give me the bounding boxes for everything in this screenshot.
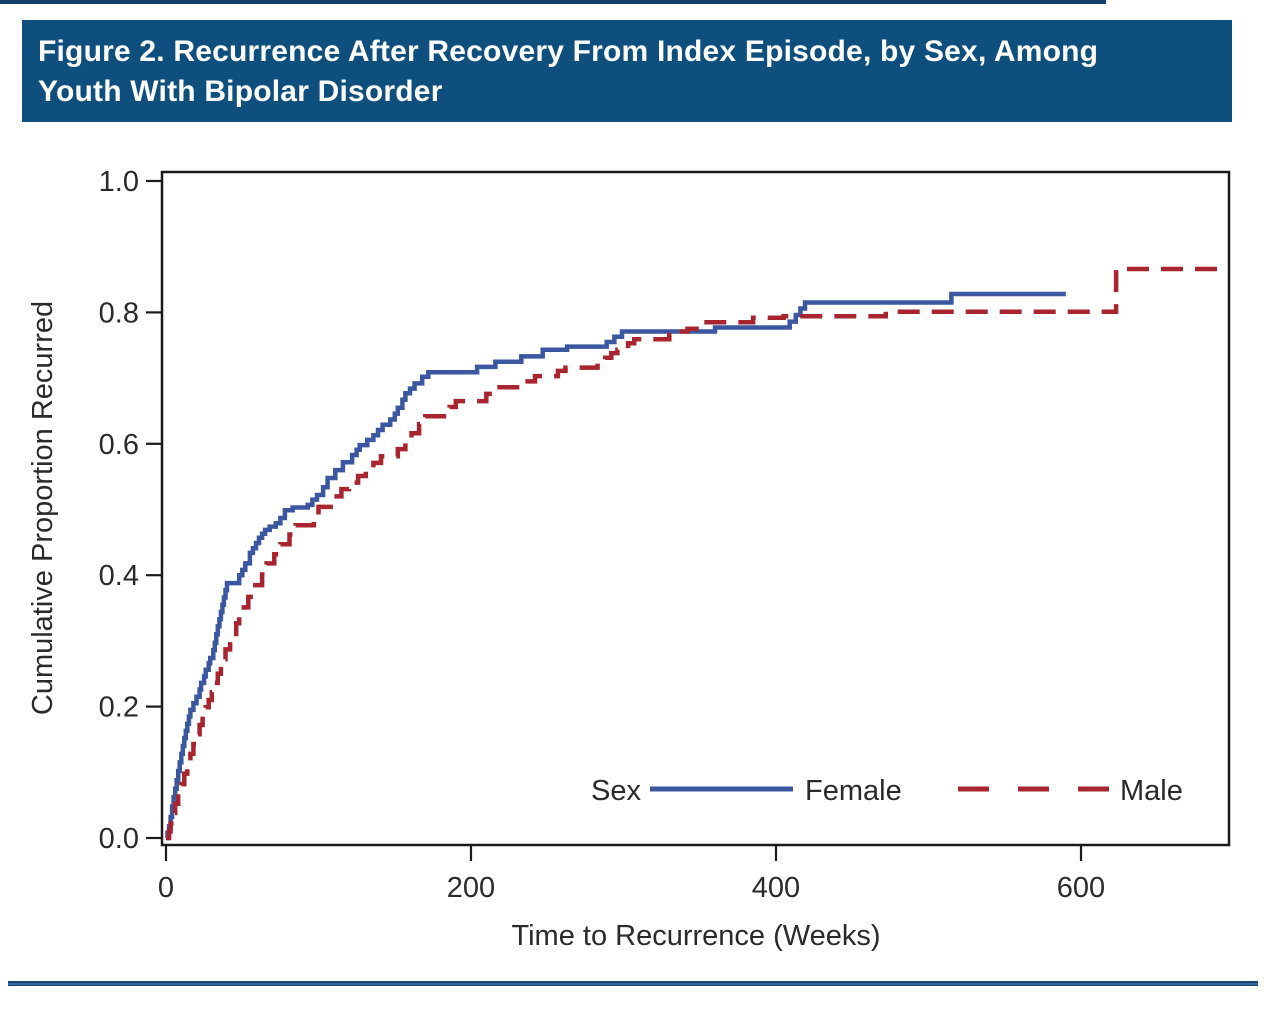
- figure-title-line1: Figure 2. Recurrence After Recovery From…: [38, 35, 1099, 68]
- legend-title: Sex: [591, 775, 641, 807]
- y-axis-ticks: 0.0 0.2 0.4 0.6 0.8 1.0: [99, 166, 162, 855]
- top-rule: [0, 0, 1106, 4]
- series-group: [165, 266, 1228, 841]
- x-axis-title: Time to Recurrence (Weeks): [511, 920, 880, 952]
- x-tick-label: 0: [158, 872, 174, 904]
- plot-box: [160, 170, 1231, 847]
- y-tick-label: 0.0: [99, 823, 139, 855]
- legend: Sex Female Male: [591, 775, 1183, 807]
- x-tick-label: 400: [752, 872, 800, 904]
- legend-male-label: Male: [1120, 775, 1183, 807]
- figure-title-line2: Youth With Bipolar Disorder: [38, 75, 443, 108]
- legend-female-label: Female: [805, 775, 902, 807]
- male-curve: [166, 266, 1228, 841]
- y-tick-label: 1.0: [99, 166, 139, 198]
- y-axis-title: Cumulative Proportion Recurred: [27, 301, 59, 715]
- y-tick-label: 0.8: [99, 297, 139, 329]
- figure-title-bar: Figure 2. Recurrence After Recovery From…: [22, 20, 1232, 122]
- y-tick-label: 0.2: [99, 692, 139, 724]
- y-tick-label: 0.4: [99, 560, 139, 592]
- female-curve: [165, 291, 1066, 841]
- x-axis-ticks: 0 200 400 600: [158, 846, 1105, 904]
- y-tick-label: 0.6: [99, 429, 139, 461]
- x-tick-label: 600: [1057, 872, 1105, 904]
- bottom-rule: [8, 981, 1258, 986]
- x-tick-label: 200: [447, 872, 495, 904]
